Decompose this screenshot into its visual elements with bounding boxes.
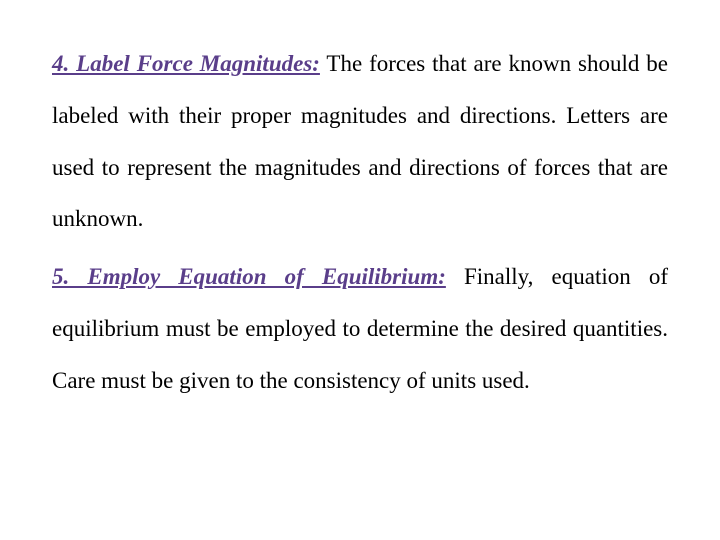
paragraph-5: 5. Employ Equation of Equilibrium: Final… xyxy=(52,251,668,406)
document-page: 4. Label Force Magnitudes: The forces th… xyxy=(0,0,720,540)
paragraph-4: 4. Label Force Magnitudes: The forces th… xyxy=(52,38,668,245)
heading-label-force-magnitudes: 4. Label Force Magnitudes: xyxy=(52,51,320,76)
heading-employ-equation-equilibrium: 5. Employ Equation of Equilibrium: xyxy=(52,264,446,289)
body-text-4: The forces that are known should be labe… xyxy=(52,51,668,231)
